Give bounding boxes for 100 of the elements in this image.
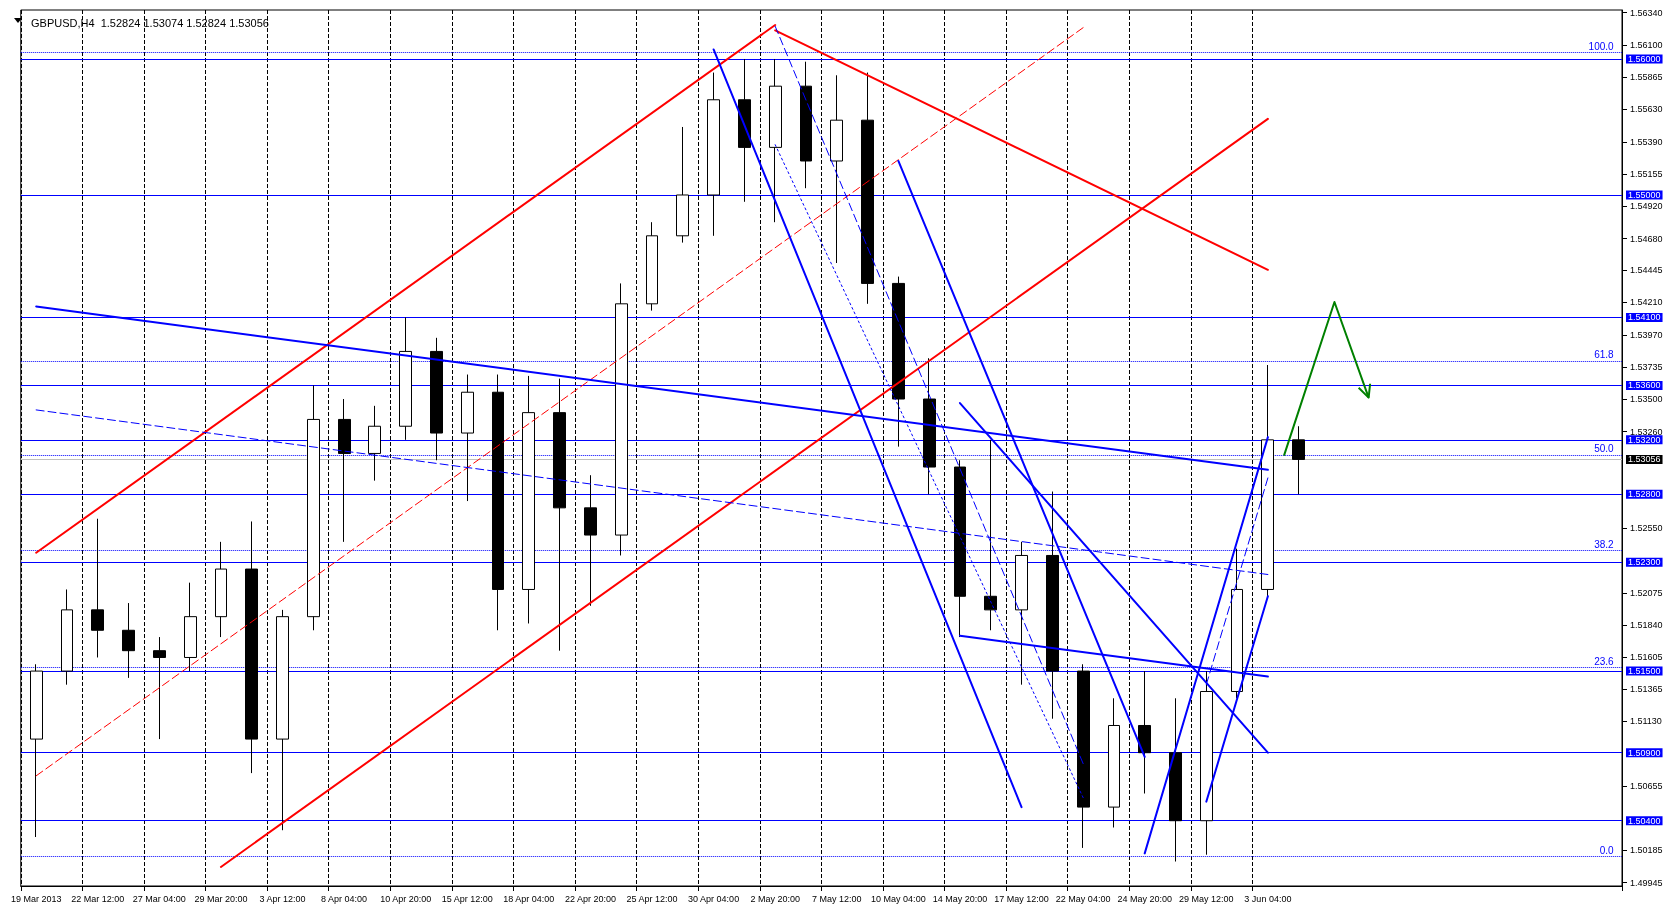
candlestick <box>492 374 504 631</box>
annotation: 100.0 <box>1588 40 1615 52</box>
x-tick-label: 18 Apr 04:00 <box>503 893 555 904</box>
candlestick <box>984 439 997 631</box>
candlestick <box>584 474 597 607</box>
x-tick-label: 25 Apr 12:00 <box>626 893 678 904</box>
y-tick-label: 1.56100 <box>1630 40 1663 51</box>
x-tick-label: 24 May 20:00 <box>1117 893 1172 904</box>
ref-line-label: 1.53200 <box>1628 434 1661 445</box>
candlestick <box>61 588 73 686</box>
candlestick <box>800 61 812 189</box>
candlestick <box>30 663 43 838</box>
ref-line-label: 1.52800 <box>1628 489 1661 500</box>
ref-line-label: 1.56000 <box>1628 53 1661 64</box>
candlestick <box>1231 548 1243 699</box>
x-tick-label: 3 Apr 12:00 <box>259 893 306 904</box>
x-tick-label: 10 Apr 20:00 <box>380 893 432 904</box>
annotation: 0.0 <box>1599 844 1615 856</box>
x-tick-label: 17 May 12:00 <box>994 893 1049 904</box>
ref-line-label: 1.51500 <box>1628 666 1661 677</box>
candlestick <box>830 74 843 264</box>
candlestick <box>122 602 135 679</box>
candlestick <box>184 582 197 672</box>
candlestick <box>276 609 289 831</box>
ref-line-label: 1.50400 <box>1628 815 1661 826</box>
y-tick-label: 1.52550 <box>1630 523 1663 534</box>
candlestick <box>215 541 227 638</box>
ref-line-label: 1.52300 <box>1628 557 1661 568</box>
y-tick-label: 1.54920 <box>1630 200 1663 211</box>
x-tick-label: 10 May 04:00 <box>871 893 926 904</box>
y-tick-label: 1.55630 <box>1630 104 1663 115</box>
y-tick-label: 1.53735 <box>1630 362 1663 373</box>
y-tick-label: 1.53500 <box>1630 394 1663 405</box>
candlestick <box>91 518 104 658</box>
candlestick <box>615 282 628 556</box>
candlestick <box>338 398 351 543</box>
y-tick-label: 1.55155 <box>1630 168 1663 179</box>
y-tick-label: 1.54210 <box>1630 297 1663 308</box>
x-tick-label: 7 May 12:00 <box>812 893 862 904</box>
candlestick <box>553 378 566 652</box>
x-tick-label: 8 Apr 04:00 <box>321 893 368 904</box>
y-tick-label: 1.52075 <box>1630 587 1663 598</box>
x-tick-label: 14 May 20:00 <box>932 893 988 904</box>
y-tick-label: 1.50185 <box>1630 844 1663 855</box>
y-tick-label: 1.53970 <box>1630 330 1663 341</box>
ref-line-label: 1.50900 <box>1628 747 1661 758</box>
candlestick <box>368 405 381 482</box>
ref-line-label: 1.53056 <box>1628 454 1661 465</box>
candlestick <box>1169 697 1182 863</box>
y-tick-label: 1.50655 <box>1630 781 1663 792</box>
y-tick-label: 1.55390 <box>1630 136 1663 147</box>
x-tick-label: 22 Apr 20:00 <box>564 893 616 904</box>
y-tick-label: 1.51365 <box>1630 684 1663 695</box>
x-tick-label: 22 May 04:00 <box>1055 893 1111 904</box>
y-tick-label: 1.54445 <box>1630 265 1663 276</box>
x-tick-label: 3 Jun 04:00 <box>1244 893 1292 904</box>
y-tick-label: 1.49945 <box>1630 877 1663 888</box>
candlestick <box>892 276 905 448</box>
candlestick <box>1046 491 1059 720</box>
candlestick <box>646 221 658 312</box>
candlestick <box>738 58 751 203</box>
x-tick-label: 19 Mar 2013 <box>10 893 62 904</box>
y-tick-label: 1.54680 <box>1630 233 1663 244</box>
candlestick <box>676 126 689 244</box>
annotation: 38.2 <box>1594 538 1615 550</box>
y-tick-label: 1.55865 <box>1630 72 1663 83</box>
x-tick-label: 2 May 20:00 <box>750 893 800 904</box>
candlestick <box>153 636 166 740</box>
candlestick <box>1138 670 1151 794</box>
candlestick <box>1015 541 1028 686</box>
x-tick-label: 29 May 12:00 <box>1179 893 1234 904</box>
annotation: 61.8 <box>1594 349 1615 361</box>
candlestick <box>1200 670 1213 856</box>
y-tick-label: 1.53260 <box>1630 426 1663 437</box>
candlestick <box>399 316 412 441</box>
candlestick <box>461 374 474 502</box>
candlestick <box>861 72 874 305</box>
candlestick <box>245 520 258 774</box>
ref-line-label: 1.54100 <box>1628 312 1661 323</box>
text: GBPUSD,H4 1.52824 1.53074 1.52824 1.53056 <box>31 16 269 29</box>
candlestick <box>1077 663 1090 849</box>
y-tick-label: 1.51130 <box>1630 716 1662 727</box>
x-tick-label: 30 Apr 04:00 <box>688 893 740 904</box>
y-tick-label: 1.51605 <box>1630 651 1663 662</box>
candlestick <box>1261 364 1274 597</box>
x-tick-label: 22 Mar 12:00 <box>71 893 125 904</box>
candlestick <box>923 357 936 495</box>
annotation: 50.0 <box>1594 443 1615 455</box>
candlestick <box>769 58 782 223</box>
y-tick-label: 1.56340 <box>1630 7 1663 18</box>
candlestick <box>307 384 320 631</box>
candlestick <box>707 72 720 237</box>
annotation: 23.6 <box>1594 655 1615 667</box>
y-tick-label: 1.51840 <box>1630 619 1663 630</box>
candlestick <box>522 375 535 624</box>
ref-line-label: 1.53600 <box>1628 380 1661 391</box>
ref-line-label: 1.55000 <box>1628 189 1661 200</box>
candlestick <box>430 337 443 461</box>
x-tick-label: 27 Mar 04:00 <box>132 893 186 904</box>
candlestick <box>1292 425 1305 495</box>
